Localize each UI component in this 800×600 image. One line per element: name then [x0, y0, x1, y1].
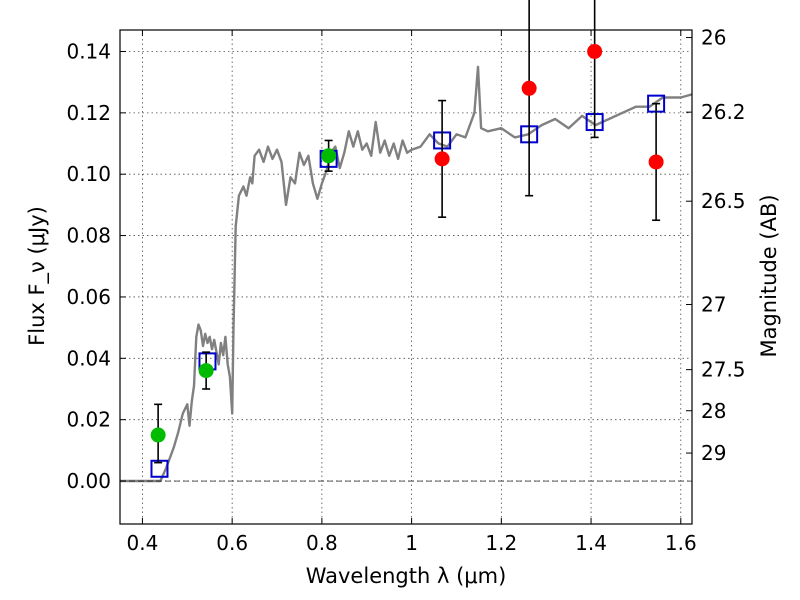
- y2-tick-label: 26.5: [701, 189, 746, 213]
- y-tick-label: 0.06: [66, 285, 111, 309]
- plot-area: [120, 0, 693, 483]
- x-axis-title: Wavelength λ (μm): [306, 564, 507, 588]
- y-tick-label: 0.14: [66, 39, 111, 63]
- plot-background: [120, 30, 692, 524]
- model-square-point: [150, 459, 169, 478]
- x-tick-label: 1.6: [665, 531, 697, 555]
- red-data-point: [521, 80, 537, 96]
- green-data-point: [198, 363, 214, 379]
- green-data-point: [150, 427, 166, 443]
- red-data-point: [648, 154, 664, 170]
- y-tick-label: 0.12: [66, 101, 111, 125]
- tick-labels: 0.4 0.6 0.8 1 1.2 1.4 1.6 0.00 0.02 0.04 0.06 0.08 0…: [66, 26, 745, 555]
- green-data-point: [321, 148, 337, 164]
- x-tick-label: 1.4: [575, 531, 607, 555]
- model-spectrum-line: [120, 65, 693, 483]
- x-tick-label: 1: [405, 531, 418, 555]
- y2-tick-label: 26: [701, 26, 726, 50]
- x-tick-label: 0.8: [306, 531, 338, 555]
- y2-tick-label: 29: [701, 441, 726, 465]
- y2-axis-title: Magnitude (AB): [757, 194, 781, 357]
- axes: [119, 29, 693, 525]
- red-data-point: [587, 43, 603, 59]
- x-tick-label: 0.6: [216, 531, 248, 555]
- y2-tick-label: 27: [701, 292, 726, 316]
- y2-tick-label: 27.5: [701, 358, 746, 382]
- y2-tick-label: 26.2: [701, 100, 746, 124]
- grid-lines: [120, 30, 692, 524]
- y-tick-label: 0.10: [66, 162, 111, 186]
- y2-tick-label: 28: [701, 399, 726, 423]
- y-tick-label: 0.00: [66, 469, 111, 493]
- plot-frame: [119, 29, 693, 525]
- x-tick-label: 1.2: [485, 531, 517, 555]
- red-data-point: [434, 151, 450, 167]
- y-tick-label: 0.02: [66, 408, 111, 432]
- x-tick-label: 0.4: [127, 531, 159, 555]
- y-tick-label: 0.04: [66, 346, 111, 370]
- y-axis-title: Flux F_ν (μJy): [25, 206, 50, 346]
- y-tick-label: 0.08: [66, 224, 111, 248]
